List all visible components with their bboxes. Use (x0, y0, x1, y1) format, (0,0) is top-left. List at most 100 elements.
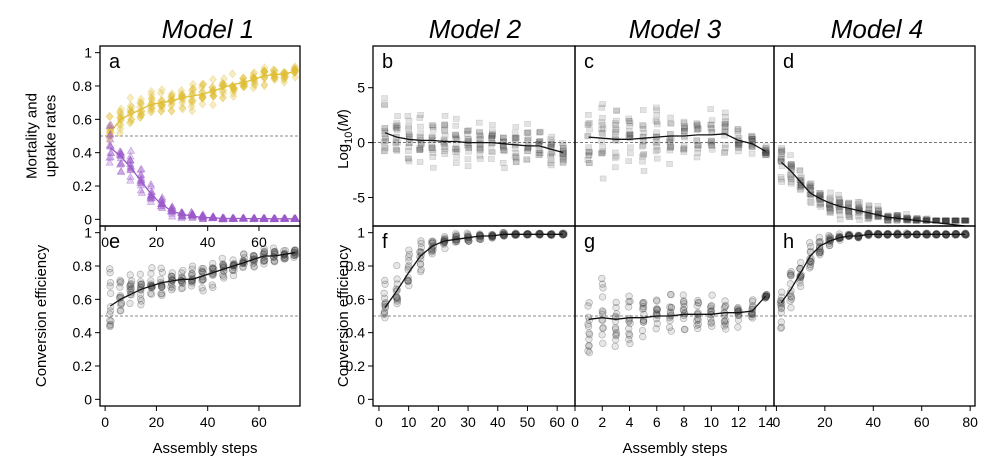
data-point (912, 216, 920, 223)
data-point (613, 153, 620, 160)
data-point (653, 143, 660, 150)
data-point (429, 122, 437, 129)
data-point (962, 217, 969, 224)
data-point (382, 145, 389, 151)
data-point (666, 136, 674, 143)
data-point (962, 217, 969, 224)
data-point (464, 130, 471, 137)
data-point (523, 156, 531, 163)
data-point (953, 217, 960, 224)
data-point (127, 280, 135, 288)
data-point (826, 204, 833, 210)
trend-line (384, 132, 564, 154)
data-point (218, 254, 226, 263)
data-point (394, 139, 401, 146)
data-point (547, 136, 554, 143)
data-point (416, 159, 424, 165)
data-point (548, 142, 555, 149)
data-point (734, 126, 742, 133)
data-point (536, 147, 544, 153)
data-point (136, 295, 145, 303)
data-point (826, 205, 834, 212)
data-point (240, 254, 249, 262)
data-point (693, 127, 701, 134)
data-point (653, 297, 661, 305)
data-point (693, 137, 701, 143)
data-point (638, 326, 647, 335)
data-point (653, 319, 661, 328)
data-point (240, 77, 248, 87)
panel-letter-h: h (783, 231, 794, 253)
data-point (106, 307, 115, 315)
data-point (106, 322, 114, 331)
data-point (547, 153, 554, 160)
data-point (722, 316, 730, 325)
data-point (943, 217, 950, 224)
data-point (147, 277, 155, 285)
data-point (417, 239, 425, 248)
y-tick-label: 0 (357, 391, 365, 407)
data-point (721, 150, 728, 156)
data-point (694, 126, 701, 133)
y-tick-label: 0.2 (73, 178, 93, 194)
data-point (380, 310, 388, 318)
data-point (238, 77, 247, 87)
data-point (393, 147, 401, 154)
data-point (271, 72, 279, 82)
data-point (501, 165, 508, 171)
data-point (117, 299, 125, 307)
data-point (827, 206, 834, 213)
data-point (654, 121, 661, 128)
data-point (168, 286, 176, 294)
data-point (405, 155, 412, 162)
data-point (187, 98, 196, 108)
data-point (147, 90, 156, 99)
data-point (381, 95, 388, 102)
data-point (146, 107, 155, 117)
data-point (199, 79, 208, 89)
data-point (778, 154, 785, 161)
data-point (653, 107, 661, 114)
data-point (428, 147, 436, 153)
data-point (429, 126, 437, 133)
data-point (513, 155, 520, 162)
data-point (416, 260, 425, 268)
data-point (441, 112, 449, 119)
data-point (816, 190, 824, 196)
data-point (269, 68, 278, 78)
y-tick-label: 1 (357, 225, 365, 241)
data-point (734, 143, 742, 150)
data-point (260, 81, 269, 91)
data-point (845, 200, 852, 206)
data-point (117, 301, 125, 309)
panel-h: h 0 20 40 60 80 (773, 225, 978, 430)
data-point (559, 155, 567, 162)
data-point (961, 217, 968, 224)
data-point (380, 309, 389, 317)
data-point (681, 128, 688, 135)
data-point (953, 217, 960, 224)
data-point (280, 72, 289, 82)
data-point (806, 261, 814, 269)
data-point (612, 336, 620, 344)
data-point (136, 170, 146, 178)
data-point (720, 322, 728, 330)
data-point (694, 316, 702, 324)
data-point (158, 291, 166, 300)
data-point (653, 305, 662, 313)
x-tick-label: 60 (251, 234, 267, 250)
data-point (116, 283, 124, 291)
data-point (734, 128, 742, 134)
data-point (722, 141, 729, 148)
data-point (694, 126, 702, 132)
data-point (694, 124, 702, 131)
data-point (179, 266, 187, 275)
data-point (722, 114, 729, 120)
data-point (513, 135, 520, 141)
data-point (952, 217, 959, 224)
data-point (381, 102, 389, 109)
data-point (640, 316, 648, 324)
data-point (187, 282, 196, 290)
data-point (559, 150, 566, 157)
data-point (106, 310, 114, 318)
